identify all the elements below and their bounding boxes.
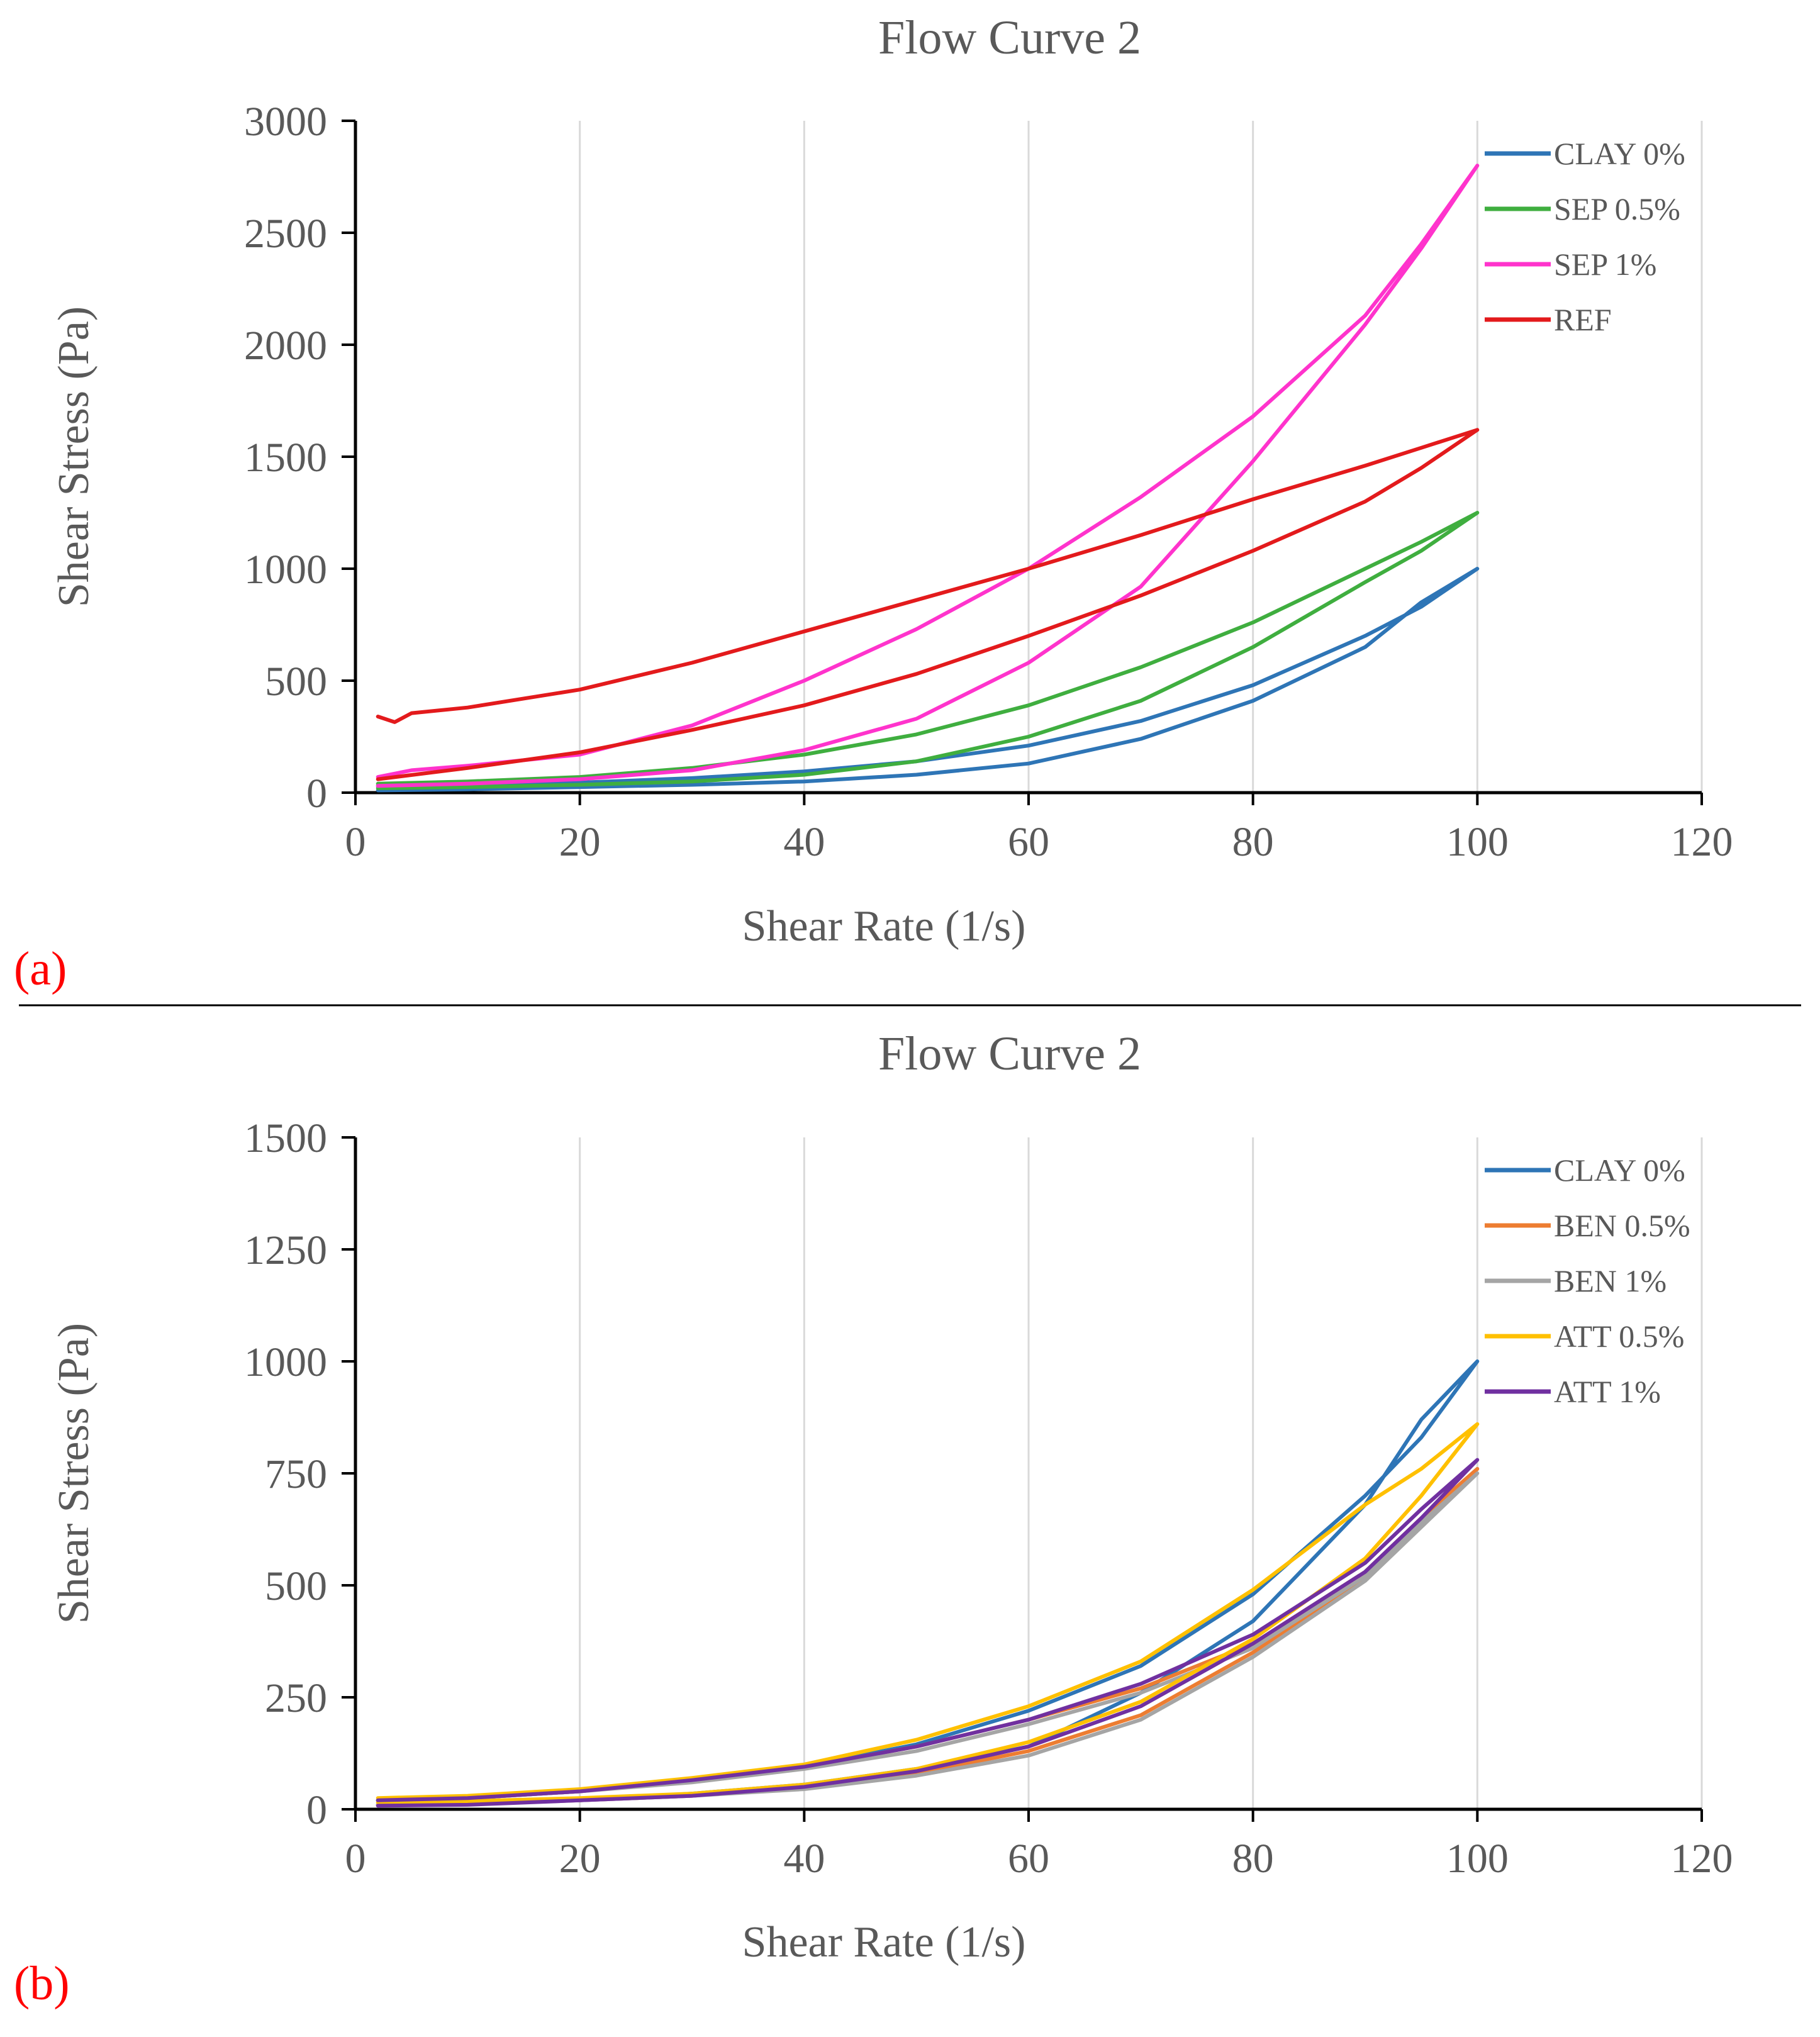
series-line-att-0-5- <box>376 1422 1480 1805</box>
x-axis-label: Shear Rate (1/s) <box>742 1918 1026 1967</box>
y-axis-label: Shear Stress (Pa) <box>50 1323 98 1624</box>
chart-panel-b: 0 250 500 750 1000 1250 1500 0 20 40 60 80 100 120 Flo… <box>14 1027 1733 2010</box>
x-tick-label: 120 <box>1671 819 1733 865</box>
legend-label: BEN 1% <box>1554 1263 1666 1298</box>
y-tick-label: 1500 <box>244 1115 327 1161</box>
x-tick-label: 60 <box>1008 1836 1049 1882</box>
y-axis-label: Shear Stress (Pa) <box>50 306 98 607</box>
x-tick-label: 100 <box>1446 819 1509 865</box>
series-line-ben-1- <box>376 1471 1480 1807</box>
x-tick-label: 60 <box>1008 819 1049 865</box>
legend-label: SEP 0.5% <box>1554 191 1680 226</box>
y-tick-label: 0 <box>306 1787 327 1833</box>
y-tick-label: 2000 <box>244 323 327 369</box>
legend-label: SEP 1% <box>1554 247 1656 282</box>
series-line-ben-0-5- <box>376 1466 1480 1807</box>
y-tick-label: 2500 <box>244 211 327 257</box>
y-tick-label: 1000 <box>244 547 327 593</box>
y-tick-label: 750 <box>265 1451 327 1497</box>
legend-label: REF <box>1554 302 1612 337</box>
x-tick-label: 0 <box>345 819 366 865</box>
x-tick-label: 0 <box>345 1836 366 1882</box>
x-tick-label: 80 <box>1232 819 1274 865</box>
legend-label: ATT 1% <box>1554 1374 1661 1409</box>
y-tick-label: 0 <box>306 771 327 817</box>
x-tick-label: 100 <box>1446 1836 1509 1882</box>
x-tick-label: 40 <box>783 1836 825 1882</box>
x-tick-label: 20 <box>559 1836 601 1882</box>
y-tick-label: 3000 <box>244 99 327 145</box>
y-tick-label: 1500 <box>244 435 327 481</box>
y-tick-label: 500 <box>265 659 327 705</box>
panel-label: (b) <box>14 1957 70 2010</box>
series-line-att-1- <box>376 1458 1480 1808</box>
y-tick-label: 1000 <box>244 1339 327 1385</box>
chart-title: Flow Curve 2 <box>878 11 1141 64</box>
series-line-sep-1- <box>376 164 1480 788</box>
legend-label: CLAY 0% <box>1554 136 1685 171</box>
y-tick-label: 250 <box>265 1675 327 1721</box>
series-line-clay-0- <box>376 567 1480 793</box>
x-tick-label: 80 <box>1232 1836 1274 1882</box>
legend-label: ATT 0.5% <box>1554 1319 1684 1354</box>
x-axis-label: Shear Rate (1/s) <box>742 902 1026 951</box>
legend-label: BEN 0.5% <box>1554 1208 1690 1243</box>
legend-label: CLAY 0% <box>1554 1152 1685 1188</box>
x-tick-label: 120 <box>1671 1836 1733 1882</box>
panel-label: (a) <box>14 942 67 995</box>
x-tick-label: 20 <box>559 819 601 865</box>
x-tick-label: 40 <box>783 819 825 865</box>
chart-title: Flow Curve 2 <box>878 1027 1141 1080</box>
y-tick-label: 1250 <box>244 1227 327 1273</box>
series-line-ref <box>376 428 1480 781</box>
y-tick-label: 500 <box>265 1563 327 1609</box>
series-line-sep-0-5- <box>376 511 1480 790</box>
chart-panel-a: 0 500 1000 1500 2000 2500 3000 0 20 40 60 80 100 120 F… <box>14 11 1733 995</box>
